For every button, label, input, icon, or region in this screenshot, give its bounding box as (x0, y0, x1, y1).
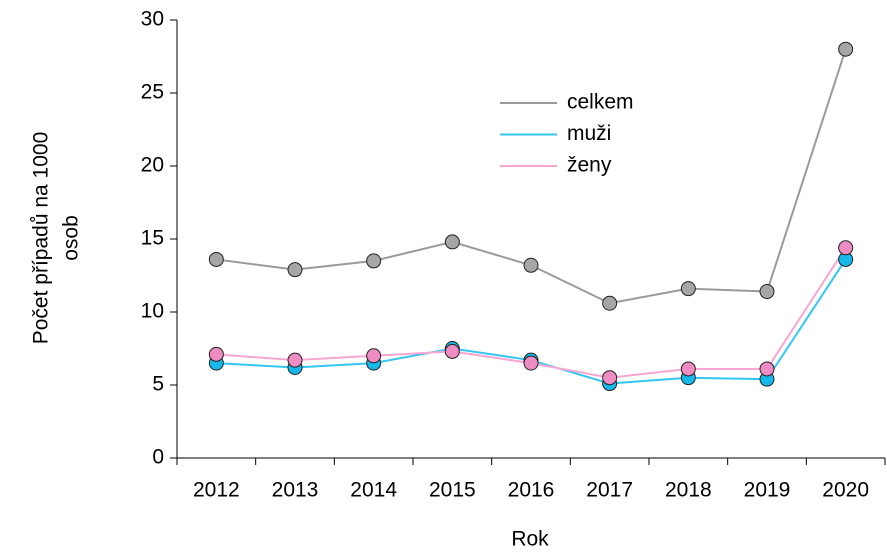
marker (444, 234, 460, 250)
legend-label: celkem (567, 91, 634, 114)
x-tick-label: 2012 (193, 479, 240, 502)
y-tick-label: 15 (141, 227, 164, 250)
marker (444, 343, 460, 359)
marker (680, 281, 696, 297)
x-tick-label: 2016 (508, 479, 555, 502)
marker (838, 41, 854, 57)
x-tick-label: 2018 (665, 479, 712, 502)
y-axis-label: Počet případů na 1000 (30, 132, 53, 345)
y-tick-label: 5 (152, 373, 164, 396)
legend-label: ženy (567, 154, 612, 177)
x-tick-label: 2017 (586, 479, 633, 502)
y-tick-label: 10 (141, 300, 164, 323)
x-tick-label: 2014 (350, 479, 397, 502)
marker (759, 284, 775, 300)
y-tick-label: 0 (152, 446, 164, 469)
legend-label: muži (567, 122, 611, 145)
marker (680, 361, 696, 377)
x-tick-label: 2015 (429, 479, 476, 502)
marker (523, 257, 539, 273)
x-tick-label: 2013 (272, 479, 319, 502)
marker (208, 346, 224, 362)
x-tick-label: 2020 (822, 479, 869, 502)
y-tick-label: 20 (141, 154, 164, 177)
y-tick-label: 30 (141, 8, 164, 31)
x-tick-label: 2019 (744, 479, 791, 502)
marker (366, 253, 382, 269)
marker (602, 370, 618, 386)
y-axis-label: osob (60, 215, 83, 261)
y-tick-label: 25 (141, 81, 164, 104)
marker (838, 240, 854, 256)
marker (366, 348, 382, 364)
marker (287, 352, 303, 368)
marker (602, 295, 618, 311)
marker (208, 251, 224, 267)
x-axis-label: Rok (511, 528, 549, 551)
marker (523, 355, 539, 371)
marker (759, 361, 775, 377)
marker (287, 262, 303, 278)
